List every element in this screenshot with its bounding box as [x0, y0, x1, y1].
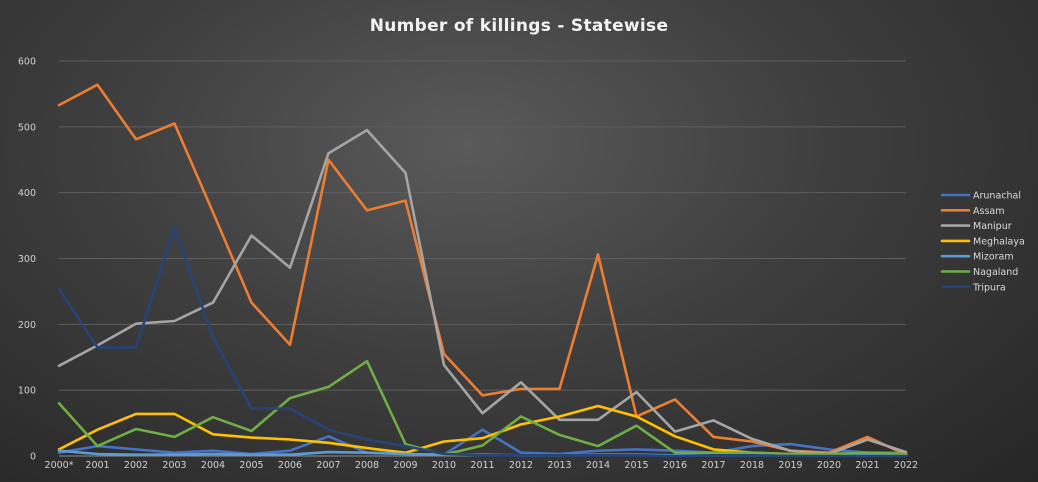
x-tick-label: 2003	[162, 460, 186, 471]
x-tick-label: 2011	[470, 460, 494, 471]
x-tick-label: 2006	[278, 460, 302, 471]
x-tick-label: 2015	[624, 460, 648, 471]
legend-label: Tripura	[972, 282, 1006, 293]
legend-label: Assam	[973, 206, 1004, 217]
x-tick-label: 2014	[586, 460, 610, 471]
x-tick-label: 2013	[547, 460, 571, 471]
legend-item-mizoram: Mizoram	[940, 252, 1014, 263]
chart-title: Number of killings - Statewise	[369, 16, 669, 36]
x-tick-label: 2004	[201, 460, 225, 471]
series-line-arunachal	[57, 428, 908, 457]
x-tick-label: 2019	[778, 460, 802, 471]
legend-item-arunachal: Arunachal	[940, 191, 1021, 202]
legend-label: Meghalaya	[973, 236, 1025, 247]
x-tick-label: 2000*	[45, 460, 74, 471]
y-tick-label: 400	[18, 188, 36, 199]
x-tick-label: 2021	[855, 460, 879, 471]
y-tick-label: 500	[18, 122, 36, 133]
y-tick-label: 300	[18, 254, 36, 265]
legend-label: Arunachal	[973, 191, 1021, 202]
y-tick-label: 600	[18, 57, 36, 68]
x-tick-label: 2020	[817, 460, 841, 471]
series-line-nagaland	[57, 359, 908, 457]
series-line-assam	[57, 83, 908, 457]
legend-item-assam: Assam	[940, 206, 1004, 217]
y-tick-label: 0	[30, 452, 36, 463]
y-tick-label: 100	[18, 386, 36, 397]
x-tick-label: 2018	[740, 460, 764, 471]
x-tick-label: 2010	[432, 460, 456, 471]
x-tick-label: 2012	[509, 460, 533, 471]
legend-label: Nagaland	[973, 267, 1018, 278]
x-tick-label: 2016	[663, 460, 687, 471]
x-tick-label: 2017	[701, 460, 725, 471]
x-tick-label: 2022	[894, 460, 918, 471]
legend-item-manipur: Manipur	[940, 221, 1012, 232]
legend-label: Manipur	[973, 221, 1012, 232]
series-line-manipur	[57, 128, 908, 456]
legend-item-nagaland: Nagaland	[940, 267, 1018, 278]
x-tick-label: 2007	[316, 460, 340, 471]
x-tick-label: 2001	[85, 460, 109, 471]
legend-item-tripura: Tripura	[940, 282, 1006, 293]
x-tick-label: 2009	[393, 460, 417, 471]
x-tick-label: 2008	[355, 460, 379, 471]
x-tick-label: 2005	[239, 460, 263, 471]
x-tick-label: 2002	[124, 460, 148, 471]
legend-item-meghalaya: Meghalaya	[940, 236, 1025, 247]
y-tick-label: 200	[18, 320, 36, 331]
series-line-tripura	[57, 225, 908, 458]
legend-label: Mizoram	[973, 252, 1014, 263]
